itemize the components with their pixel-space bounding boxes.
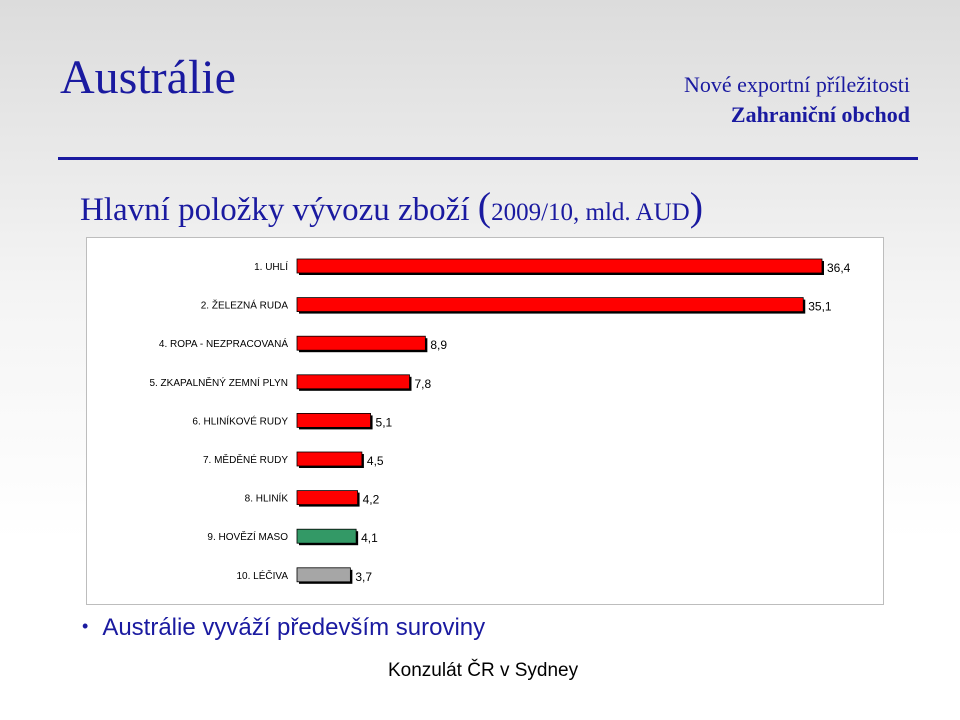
bar	[296, 528, 357, 544]
category-label: 8. HLINÍK	[245, 492, 289, 505]
bar	[296, 258, 823, 274]
bullet-point: • Austrálie vyváží především suroviny	[82, 614, 485, 642]
value-label: 8,9	[430, 338, 447, 352]
subtitle-line-2: Zahraniční obchod	[730, 102, 910, 127]
heading-detail: 2009/10, mld. AUD	[491, 199, 690, 226]
bullet-text: Austrálie vyváží především suroviny	[102, 614, 486, 641]
bar	[296, 567, 351, 583]
value-label: 4,5	[367, 454, 384, 468]
value-label: 3,7	[355, 570, 372, 584]
heading-close-paren: )	[689, 184, 704, 229]
bar	[296, 412, 371, 428]
bar	[296, 374, 410, 390]
value-label: 35,1	[808, 300, 832, 314]
category-label: 4. ROPA - NEZPRACOVANÁ	[159, 337, 288, 350]
heading-open-paren: (	[477, 184, 492, 229]
value-label: 4,1	[361, 531, 378, 545]
value-label: 7,8	[415, 377, 432, 391]
value-label: 5,1	[376, 415, 393, 429]
bar-chart: 1. UHLÍ 36,4 2. ŽELEZNÁ RUDA 35,1 4. ROPA - …	[149, 258, 851, 584]
category-label: 10. LÉČIVA	[236, 569, 288, 582]
chart-panel: 1. UHLÍ 36,4 2. ŽELEZNÁ RUDA 35,1 4. ROPA - …	[86, 237, 884, 605]
subtitle-line-1: Nové exportní příležitosti	[683, 72, 910, 97]
bar	[296, 451, 363, 467]
bar	[296, 297, 804, 312]
bar	[296, 335, 426, 351]
category-label: 6. HLINÍKOVÉ RUDY	[192, 414, 288, 427]
category-label: 9. HOVĚZÍ MASO	[207, 530, 288, 543]
page-title: Austrálie	[60, 51, 236, 104]
bullet-icon: •	[82, 616, 89, 636]
value-label: 4,2	[363, 493, 380, 507]
heading-main: Hlavní položky vývozu zboží	[80, 192, 478, 228]
category-label: 7. MĚDĚNÉ RUDY	[203, 453, 288, 466]
chart-heading: Hlavní položky vývozu zboží (2009/10, ml…	[80, 183, 703, 230]
category-label: 2. ŽELEZNÁ RUDA	[201, 299, 289, 312]
value-label: 36,4	[827, 261, 851, 275]
footer-text: Konzulát ČR v Sydney	[388, 660, 579, 681]
category-label: 1. UHLÍ	[254, 260, 288, 273]
header-divider	[58, 157, 918, 160]
bar	[296, 490, 358, 506]
category-label: 5. ZKAPALNĚNÝ ZEMNÍ PLYN	[149, 376, 288, 389]
